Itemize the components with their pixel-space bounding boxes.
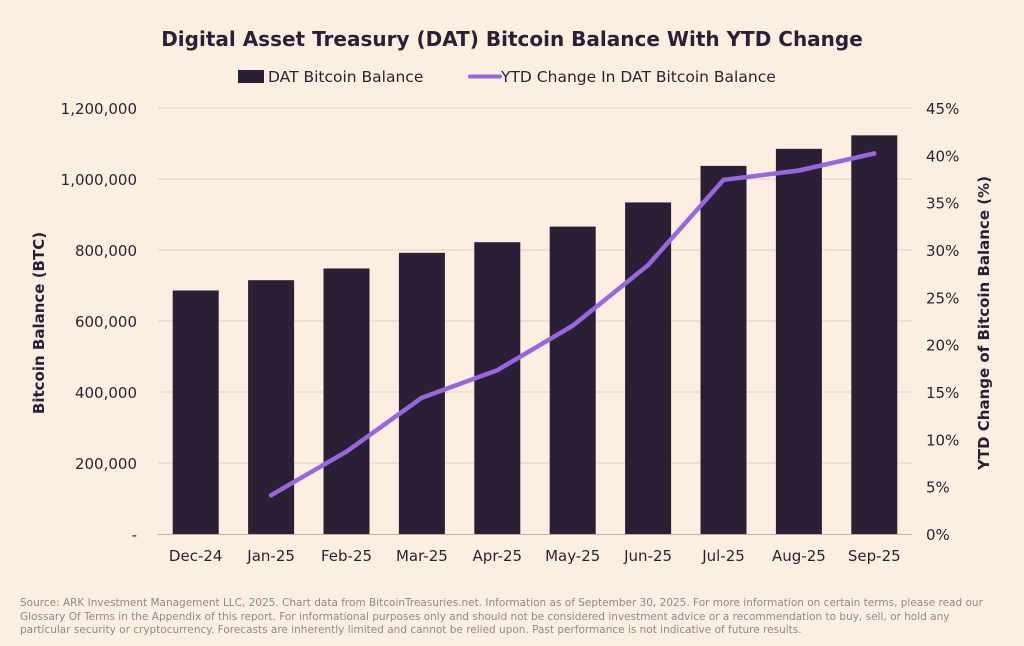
y-tick-label-right: 10%: [926, 431, 959, 449]
y-tick-label-right: 20%: [926, 337, 959, 355]
y-tick-label-left: -: [132, 526, 137, 544]
line-point: [344, 449, 349, 454]
y-tick-label-right: 35%: [926, 195, 959, 213]
y-tick-label-right: 40%: [926, 147, 959, 165]
x-tick-label: Jan-25: [246, 547, 295, 565]
bar: [474, 242, 521, 534]
x-axis: Dec-24 Jan-25 Feb-25 Mar-25 Apr-25 May-25 Jun-…: [158, 534, 912, 565]
bar: [549, 226, 596, 534]
y-tick-label-left: 600,000: [75, 313, 137, 331]
y-tick-label-right: 45%: [926, 100, 959, 118]
bar: [172, 290, 219, 534]
bar: [775, 148, 822, 534]
x-tick-label: Feb-25: [321, 547, 372, 565]
chart-title: Digital Asset Treasury (DAT) Bitcoin Bal…: [161, 27, 863, 51]
y-tick-label-left: 800,000: [75, 242, 137, 260]
y-tick-label-left: 200,000: [75, 455, 137, 473]
bar: [248, 280, 295, 534]
line-point: [495, 368, 500, 373]
line-point: [872, 151, 877, 156]
bar: [625, 202, 672, 534]
line-point: [796, 168, 802, 173]
x-tick-label: Aug-25: [772, 547, 826, 565]
source-note: Source: ARK Investment Management LLC, 2…: [20, 597, 983, 636]
bar: [700, 165, 747, 535]
line-point: [721, 177, 726, 183]
line-series: [268, 151, 877, 498]
x-tick-label: Jul-25: [701, 547, 745, 565]
y-tick-label-right: 15%: [926, 384, 959, 402]
bar: [851, 135, 898, 534]
line-point: [645, 262, 651, 268]
line-point: [268, 492, 274, 498]
legend: DAT Bitcoin Balance YTD Change In DAT Bi…: [238, 68, 776, 86]
x-tick-label: Dec-24: [169, 547, 223, 565]
x-tick-label: Mar-25: [396, 547, 448, 565]
y-tick-label-right: 30%: [926, 242, 959, 260]
legend-label-line: YTD Change In DAT Bitcoin Balance: [500, 68, 776, 86]
y-tick-label-left: 400,000: [75, 384, 137, 402]
x-tick-label: May-25: [545, 547, 600, 565]
x-tick-label: Sep-25: [848, 547, 901, 565]
y-tick-label-right: 25%: [926, 289, 959, 307]
y-tick-label-left: 1,000,000: [61, 171, 137, 189]
line-point: [570, 323, 575, 328]
line-point: [419, 395, 425, 400]
legend-swatch-bar: [238, 70, 264, 83]
y-axis-label-left: Bitcoin Balance (BTC): [30, 232, 48, 414]
bar: [323, 268, 370, 534]
x-tick-label: Apr-25: [473, 547, 523, 565]
legend-label-bar: DAT Bitcoin Balance: [268, 68, 423, 86]
y-tick-label-right: 0%: [926, 526, 950, 544]
y-tick-label-left: 1,200,000: [61, 100, 137, 118]
x-tick-label: Jun-25: [623, 547, 672, 565]
bar-series: [172, 135, 898, 535]
y-tick-label-right: 5%: [926, 479, 950, 497]
chart: Digital Asset Treasury (DAT) Bitcoin Bal…: [30, 27, 993, 565]
y-axis-label-right: YTD Change of Bitcoin Balance (%): [975, 176, 993, 471]
y-axis-left: - 200,000 400,000 600,000 800,000 1,000,000 1,…: [61, 100, 137, 544]
y-axis-right: 0% 5% 10% 15% 20% 25% 30% 35% 40% 45%: [926, 100, 959, 544]
